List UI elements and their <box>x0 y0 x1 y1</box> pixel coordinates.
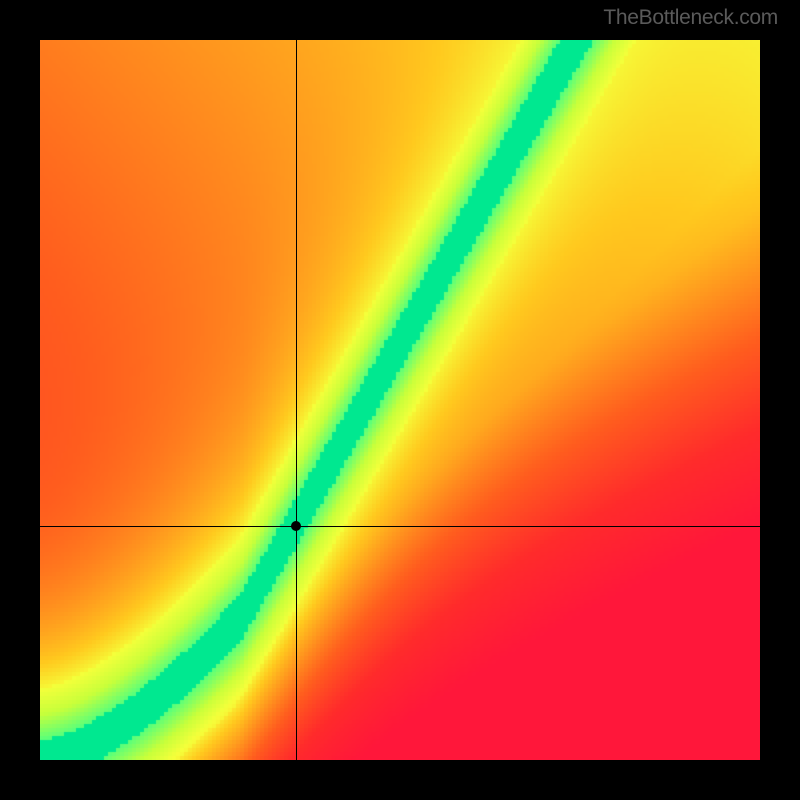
watermark-text: TheBottleneck.com <box>603 6 778 30</box>
heatmap-canvas <box>40 40 760 760</box>
plot-area <box>40 40 760 760</box>
crosshair-horizontal <box>40 526 760 527</box>
crosshair-marker <box>291 521 301 531</box>
chart-container: TheBottleneck.com <box>0 0 800 800</box>
crosshair-vertical <box>296 40 297 760</box>
